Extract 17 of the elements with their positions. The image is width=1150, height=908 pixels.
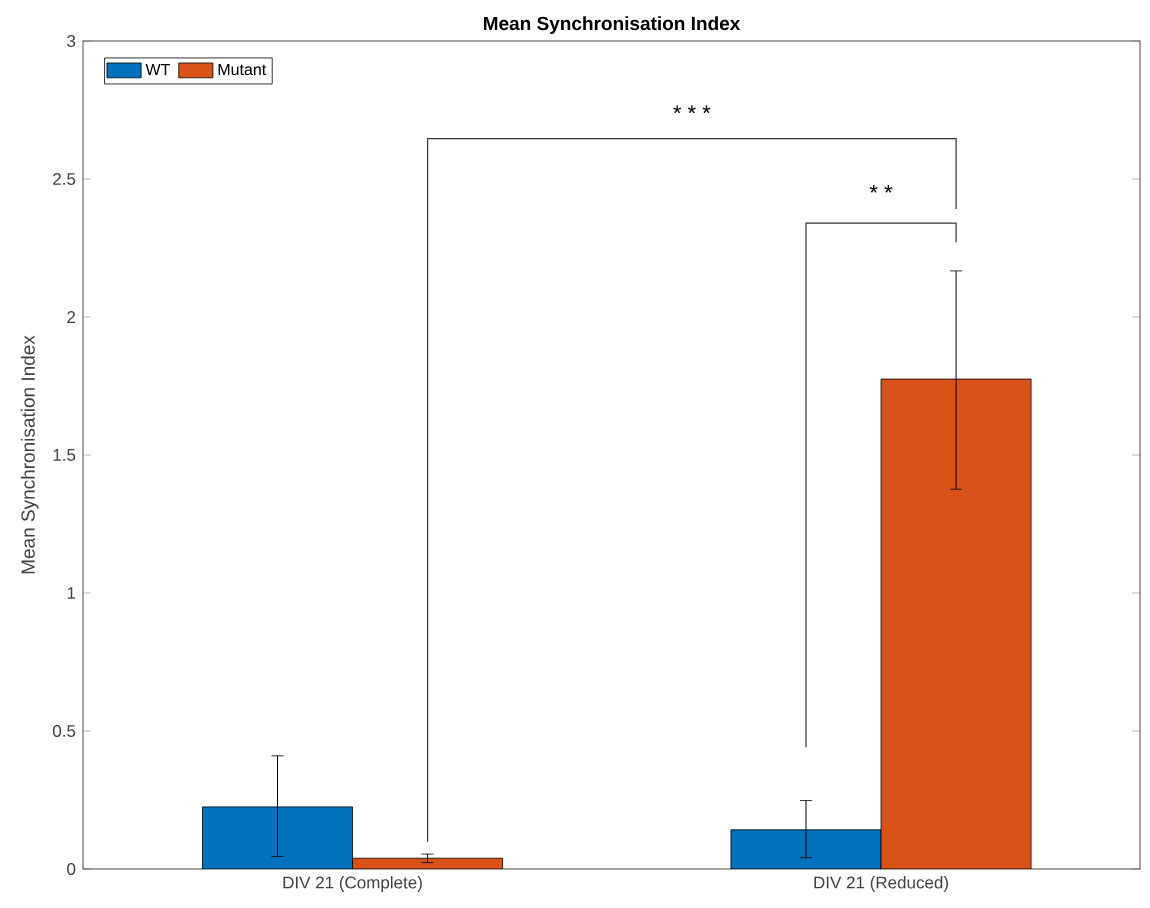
annotation: * * <box>869 184 893 193</box>
x-tick-label: DIV 21 (Complete) <box>283 876 422 892</box>
y-tick-label: 0.5 <box>52 724 76 737</box>
y-tick-label: 2.5 <box>53 172 76 185</box>
legend-label: WT <box>145 63 171 75</box>
y-tick-label: 1.5 <box>53 449 76 461</box>
y-tick-label: 1 <box>67 587 76 599</box>
chart-title: Mean Synchronisation Index <box>483 16 741 34</box>
y-axis-title: Mean Synchronisation Index <box>20 335 39 574</box>
y-tick-label: 0 <box>67 862 76 875</box>
x-tick-label: DIV 21 (Reduced) <box>814 876 948 892</box>
annotation: * * * <box>673 105 711 114</box>
bar <box>202 806 353 869</box>
legend-label: Mutant <box>218 63 267 76</box>
bar <box>730 829 882 869</box>
y-tick-label: 2 <box>67 311 76 323</box>
y-tick-label: 3 <box>67 34 76 47</box>
